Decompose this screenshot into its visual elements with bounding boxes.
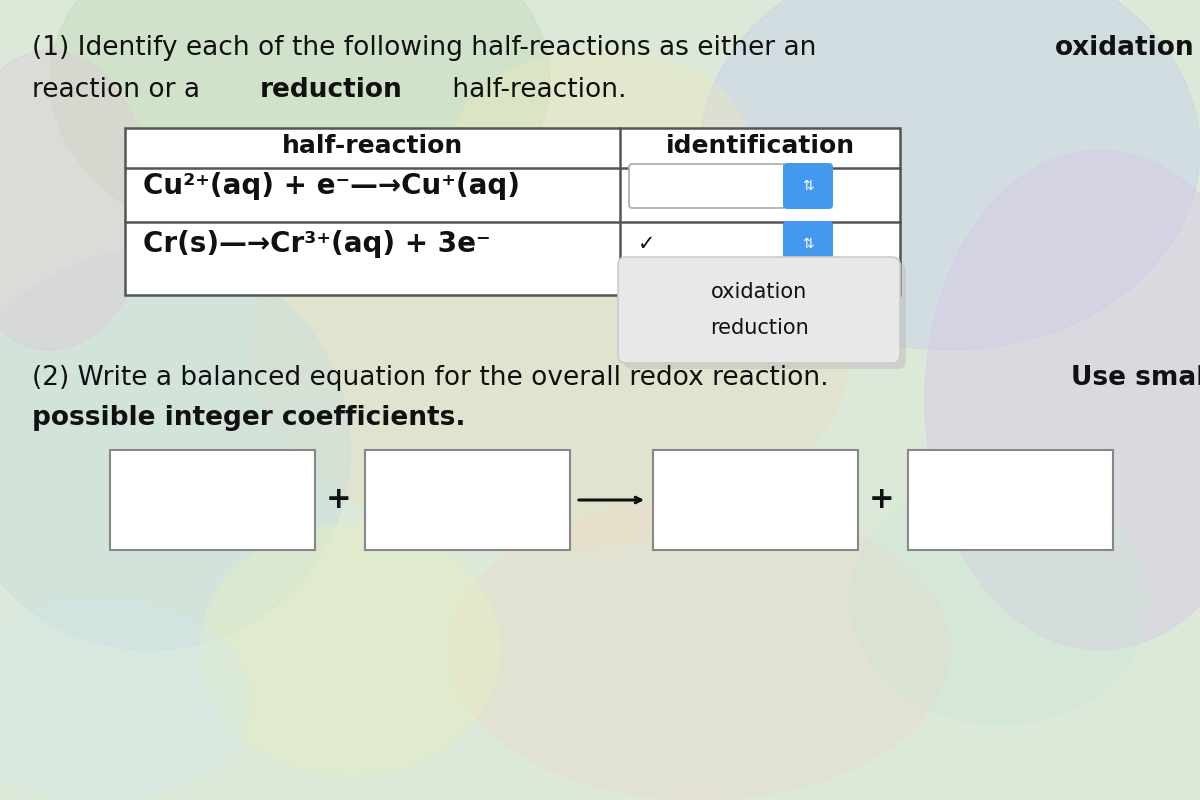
FancyBboxPatch shape [908,450,1114,550]
Ellipse shape [50,0,550,255]
Ellipse shape [700,0,1200,350]
FancyBboxPatch shape [618,257,900,363]
Text: (1) Identify each of the following half-reactions as either an: (1) Identify each of the following half-… [32,35,824,61]
Text: (2) Write a balanced equation for the overall redox reaction.: (2) Write a balanced equation for the ov… [32,365,838,391]
Text: reaction or a: reaction or a [32,77,209,103]
Text: identification: identification [666,134,854,158]
FancyBboxPatch shape [653,450,858,550]
FancyBboxPatch shape [110,450,314,550]
Text: ⇅: ⇅ [802,179,814,193]
Text: Cr(s)—→Cr³⁺(aq) + 3e⁻: Cr(s)—→Cr³⁺(aq) + 3e⁻ [143,230,491,258]
Text: +: + [869,486,895,514]
FancyBboxPatch shape [784,221,833,267]
Text: oxidation: oxidation [710,282,808,302]
Text: +: + [326,486,352,514]
Text: reduction: reduction [709,318,809,338]
Text: reduction: reduction [259,77,402,103]
Text: ⇅: ⇅ [802,237,814,251]
FancyBboxPatch shape [365,450,570,550]
Ellipse shape [450,500,950,800]
Ellipse shape [250,150,850,550]
Ellipse shape [850,475,1150,725]
Text: oxidation: oxidation [1055,35,1194,61]
FancyBboxPatch shape [784,163,833,209]
Ellipse shape [0,250,350,650]
Ellipse shape [0,600,250,800]
Text: half-reaction.: half-reaction. [444,77,626,103]
FancyBboxPatch shape [624,263,906,369]
Ellipse shape [200,525,500,775]
Text: Use smallest: Use smallest [1070,365,1200,391]
Text: possible integer coefficients.: possible integer coefficients. [32,405,466,431]
Ellipse shape [0,50,150,350]
Ellipse shape [450,50,750,250]
Text: Cu²⁺(aq) + e⁻—→Cu⁺(aq): Cu²⁺(aq) + e⁻—→Cu⁺(aq) [143,172,520,200]
Ellipse shape [925,150,1200,650]
FancyBboxPatch shape [629,164,785,208]
Text: ✓: ✓ [638,234,655,254]
FancyBboxPatch shape [125,128,900,295]
Text: half-reaction: half-reaction [282,134,463,158]
